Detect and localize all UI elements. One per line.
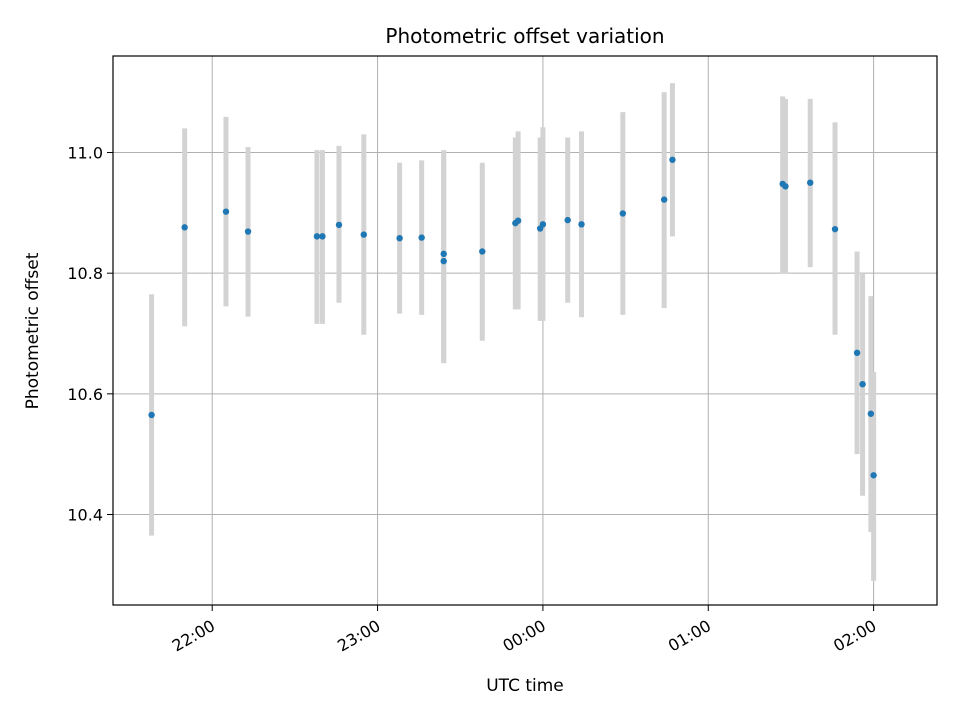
data-point <box>870 472 877 479</box>
data-point <box>222 208 230 215</box>
data-point <box>360 231 367 238</box>
x-tick-label: 00:00 <box>499 616 548 656</box>
y-tick-label: 10.6 <box>67 385 103 404</box>
data-point <box>514 217 522 224</box>
x-tick-label: 02:00 <box>830 616 879 656</box>
data-point <box>244 228 252 235</box>
error-bars <box>149 83 877 581</box>
data-point <box>807 179 814 186</box>
x-tick-label: 22:00 <box>169 616 218 656</box>
x-tick-label: 23:00 <box>334 616 383 656</box>
y-axis-title: Photometric offset <box>23 252 43 409</box>
y-tick-label: 11.0 <box>67 144 103 163</box>
chart-title: Photometric offset variation <box>385 24 664 48</box>
data-point <box>853 349 861 357</box>
data-point <box>669 156 676 163</box>
data-point <box>782 183 789 190</box>
data-point <box>148 411 155 419</box>
x-axis-title: UTC time <box>486 676 564 696</box>
data-point <box>867 410 875 417</box>
axis-ticks: 22:00 23:00 00:00 01:00 02:00 10.4 10.6 10.8 11.… <box>67 144 879 656</box>
data-point <box>539 221 547 228</box>
data-point <box>619 210 627 217</box>
data-point <box>319 233 326 240</box>
data-point <box>859 380 866 388</box>
data-point <box>396 234 403 242</box>
data-point <box>440 257 447 265</box>
y-tick-label: 10.8 <box>67 264 103 283</box>
grid-lines <box>113 56 937 605</box>
data-point <box>660 196 668 203</box>
data-point <box>831 225 839 233</box>
x-tick-label: 01:00 <box>665 616 714 656</box>
plot-frame <box>112 55 938 606</box>
data-point <box>313 233 321 240</box>
data-point <box>335 221 343 229</box>
data-points <box>148 156 877 479</box>
y-tick-label: 10.4 <box>67 506 103 525</box>
data-point <box>440 250 447 258</box>
data-point <box>578 221 585 228</box>
data-point <box>479 248 486 255</box>
data-point <box>564 216 571 224</box>
data-point <box>181 224 188 231</box>
data-point <box>418 234 425 241</box>
